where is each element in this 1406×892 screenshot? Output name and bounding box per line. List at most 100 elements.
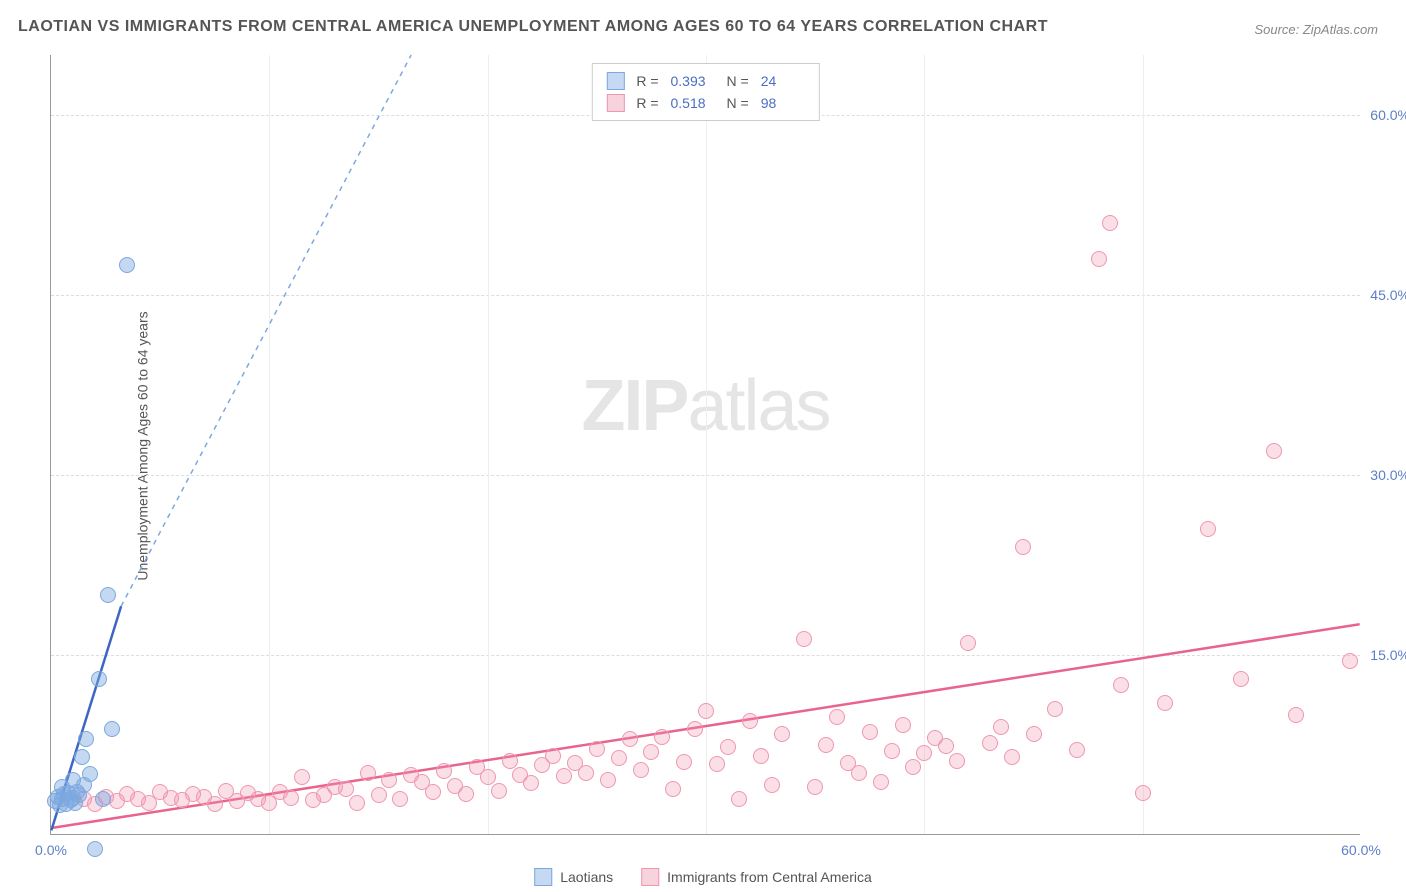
point-central-america bbox=[654, 729, 670, 745]
legend-item-laotians: Laotians bbox=[534, 868, 613, 886]
point-central-america bbox=[687, 721, 703, 737]
swatch-blue-icon bbox=[606, 72, 624, 90]
point-central-america bbox=[283, 790, 299, 806]
point-laotians bbox=[104, 721, 120, 737]
n-value-laotians: 24 bbox=[761, 73, 805, 89]
watermark-zip: ZIP bbox=[581, 366, 687, 446]
point-central-america bbox=[1342, 653, 1358, 669]
point-central-america bbox=[1288, 707, 1304, 723]
point-central-america bbox=[993, 719, 1009, 735]
n-value-central-america: 98 bbox=[761, 95, 805, 111]
point-central-america bbox=[1026, 726, 1042, 742]
point-central-america bbox=[665, 781, 681, 797]
x-tick-label: 0.0% bbox=[35, 842, 67, 858]
y-tick-label: 15.0% bbox=[1370, 647, 1406, 663]
point-central-america bbox=[589, 741, 605, 757]
point-central-america bbox=[491, 783, 507, 799]
point-central-america bbox=[1004, 749, 1020, 765]
point-laotians bbox=[119, 257, 135, 273]
point-central-america bbox=[436, 763, 452, 779]
y-tick-label: 60.0% bbox=[1370, 107, 1406, 123]
point-laotians bbox=[91, 671, 107, 687]
point-central-america bbox=[1047, 701, 1063, 717]
point-central-america bbox=[622, 731, 638, 747]
point-central-america bbox=[982, 735, 998, 751]
point-central-america bbox=[294, 769, 310, 785]
chart-title: LAOTIAN VS IMMIGRANTS FROM CENTRAL AMERI… bbox=[18, 18, 1048, 36]
point-central-america bbox=[1135, 785, 1151, 801]
point-central-america bbox=[633, 762, 649, 778]
point-laotians bbox=[54, 779, 70, 795]
point-central-america bbox=[916, 745, 932, 761]
legend: Laotians Immigrants from Central America bbox=[534, 868, 872, 886]
r-value-central-america: 0.518 bbox=[671, 95, 715, 111]
point-central-america bbox=[502, 753, 518, 769]
point-central-america bbox=[1200, 521, 1216, 537]
point-central-america bbox=[862, 724, 878, 740]
point-central-america bbox=[796, 631, 812, 647]
trend-line-laotians-extension bbox=[121, 55, 411, 606]
point-central-america bbox=[938, 738, 954, 754]
gridline-v bbox=[269, 55, 270, 834]
point-central-america bbox=[764, 777, 780, 793]
point-central-america bbox=[545, 748, 561, 764]
plot-area: ZIPatlas 15.0%30.0%45.0%60.0% 0.0%60.0% … bbox=[50, 55, 1360, 835]
point-central-america bbox=[1091, 251, 1107, 267]
n-label: N = bbox=[727, 95, 749, 111]
point-laotians bbox=[100, 587, 116, 603]
watermark-atlas: atlas bbox=[687, 366, 829, 446]
point-central-america bbox=[643, 744, 659, 760]
swatch-pink-icon bbox=[641, 868, 659, 886]
point-central-america bbox=[676, 754, 692, 770]
point-central-america bbox=[392, 791, 408, 807]
point-central-america bbox=[709, 756, 725, 772]
point-central-america bbox=[949, 753, 965, 769]
point-laotians bbox=[74, 749, 90, 765]
point-central-america bbox=[774, 726, 790, 742]
gridline-v bbox=[1143, 55, 1144, 834]
stats-box: R = 0.393 N = 24 R = 0.518 N = 98 bbox=[591, 63, 819, 121]
point-central-america bbox=[458, 786, 474, 802]
source-attribution: Source: ZipAtlas.com bbox=[1254, 22, 1378, 37]
point-central-america bbox=[611, 750, 627, 766]
r-label: R = bbox=[636, 95, 658, 111]
point-central-america bbox=[851, 765, 867, 781]
point-central-america bbox=[731, 791, 747, 807]
point-central-america bbox=[753, 748, 769, 764]
point-central-america bbox=[829, 709, 845, 725]
point-central-america bbox=[895, 717, 911, 733]
point-laotians bbox=[87, 841, 103, 857]
point-central-america bbox=[1266, 443, 1282, 459]
point-central-america bbox=[742, 713, 758, 729]
point-central-america bbox=[1102, 215, 1118, 231]
point-central-america bbox=[905, 759, 921, 775]
point-central-america bbox=[523, 775, 539, 791]
gridline-v bbox=[488, 55, 489, 834]
point-central-america bbox=[960, 635, 976, 651]
stats-row-laotians: R = 0.393 N = 24 bbox=[606, 70, 804, 92]
point-central-america bbox=[578, 765, 594, 781]
point-laotians bbox=[82, 766, 98, 782]
point-central-america bbox=[698, 703, 714, 719]
point-central-america bbox=[720, 739, 736, 755]
point-laotians bbox=[95, 791, 111, 807]
x-tick-label: 60.0% bbox=[1341, 842, 1381, 858]
point-central-america bbox=[1157, 695, 1173, 711]
point-central-america bbox=[818, 737, 834, 753]
point-central-america bbox=[884, 743, 900, 759]
point-central-america bbox=[425, 784, 441, 800]
stats-row-central-america: R = 0.518 N = 98 bbox=[606, 92, 804, 114]
point-central-america bbox=[360, 765, 376, 781]
point-central-america bbox=[807, 779, 823, 795]
point-central-america bbox=[381, 772, 397, 788]
point-central-america bbox=[1069, 742, 1085, 758]
point-central-america bbox=[207, 796, 223, 812]
swatch-pink-icon bbox=[606, 94, 624, 112]
y-tick-label: 30.0% bbox=[1370, 467, 1406, 483]
legend-item-central-america: Immigrants from Central America bbox=[641, 868, 872, 886]
point-central-america bbox=[873, 774, 889, 790]
point-laotians bbox=[78, 731, 94, 747]
point-central-america bbox=[1113, 677, 1129, 693]
point-central-america bbox=[349, 795, 365, 811]
n-label: N = bbox=[727, 73, 749, 89]
